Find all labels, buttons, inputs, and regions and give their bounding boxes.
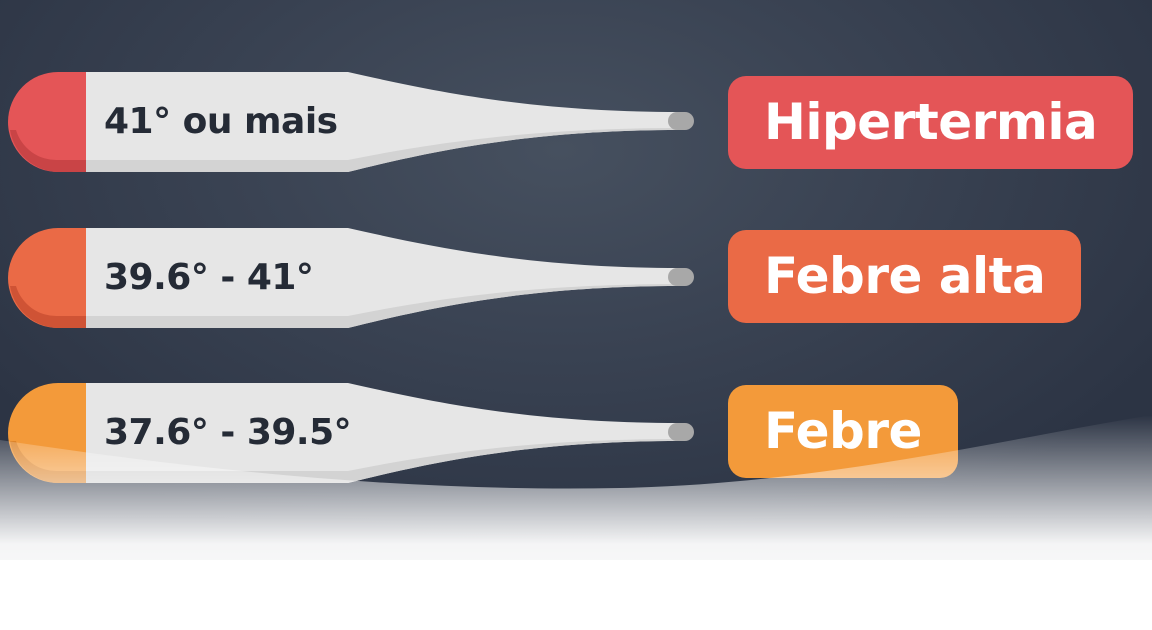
category-badge-febre-alta: Febre alta (728, 230, 1082, 323)
thermometer-febre-alta: 39.6° - 41° (8, 228, 698, 328)
temperature-range-label: 41° ou mais (104, 101, 338, 142)
thermometer-hipertermia: 41° ou mais (8, 72, 698, 172)
thermometer-icon (8, 228, 694, 328)
temperature-range-label: 37.6° - 39.5° (104, 412, 352, 453)
category-badge-hipertermia: Hipertermia (728, 76, 1134, 169)
temperature-range-label: 39.6° - 41° (104, 257, 314, 298)
thermometer-icon (8, 72, 694, 172)
